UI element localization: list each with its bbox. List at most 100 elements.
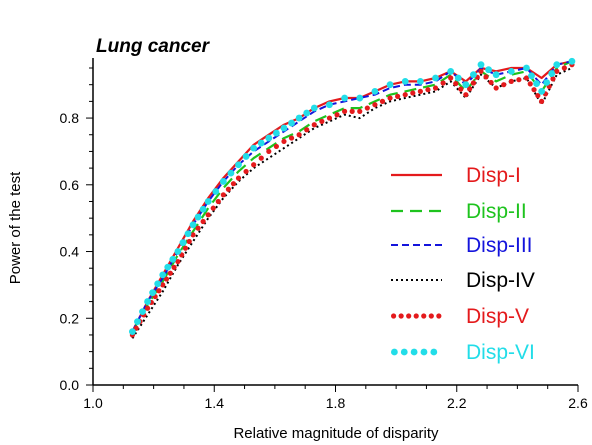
legend-label: Disp-III xyxy=(466,234,533,257)
legend-swatch-dot xyxy=(413,313,419,319)
series-dot xyxy=(470,80,477,86)
legend-label: Disp-I xyxy=(466,164,521,187)
series-dot xyxy=(516,77,522,83)
series-dot xyxy=(483,74,489,80)
chart-title: Lung cancer xyxy=(96,36,211,57)
series-dot xyxy=(215,198,221,205)
series-dot xyxy=(272,129,280,137)
series-dot xyxy=(134,318,141,326)
x-tick-label: 1.0 xyxy=(83,395,103,411)
series-dot xyxy=(453,80,459,87)
series-dot xyxy=(349,108,355,114)
series-dot xyxy=(167,270,173,276)
series-dot xyxy=(169,255,177,263)
series-dot xyxy=(163,276,170,282)
legend-swatch-dot xyxy=(420,348,428,356)
series-line xyxy=(131,60,573,333)
x-axis-label: Relative magnitude of disparity xyxy=(233,425,439,442)
series-dot xyxy=(561,65,567,71)
series-dot xyxy=(543,79,551,86)
legend-swatch-dot xyxy=(391,348,398,356)
series-dot xyxy=(156,288,162,294)
series-dot xyxy=(210,205,216,211)
series-dot xyxy=(195,225,201,231)
x-tick-label: 1.8 xyxy=(326,395,346,411)
legend-item-disp-v: Disp-V xyxy=(391,305,529,328)
x-tick-label: 1.4 xyxy=(205,395,225,411)
series-dot xyxy=(488,79,494,86)
series-dot xyxy=(194,213,202,221)
series-dot xyxy=(501,82,507,88)
series-dot xyxy=(199,205,207,213)
series-dot xyxy=(440,80,446,86)
series-dot xyxy=(184,230,192,238)
y-tick-label: 0.8 xyxy=(60,110,80,126)
series-dot xyxy=(154,280,162,288)
series-dot xyxy=(230,181,237,187)
series-dot xyxy=(288,119,295,127)
series-dot xyxy=(533,80,540,87)
legend-swatch-dot xyxy=(428,313,434,319)
series-dot xyxy=(258,155,264,161)
series-dot xyxy=(149,289,157,297)
series-disp-v xyxy=(129,62,575,338)
series-dot xyxy=(212,188,220,195)
series-dot xyxy=(454,74,462,82)
series-dot xyxy=(171,264,177,270)
series-dot xyxy=(550,76,556,82)
legend-swatch-dot xyxy=(421,313,427,319)
legend-item-disp-i: Disp-I xyxy=(391,164,521,187)
series-dot xyxy=(243,168,249,175)
series-dot xyxy=(179,239,187,247)
series-dot xyxy=(531,87,537,93)
series-dot xyxy=(227,169,235,177)
series-dot xyxy=(410,90,416,96)
series-dot xyxy=(364,105,370,111)
x-tick-label: 2.2 xyxy=(447,395,467,411)
legend-item-disp-vi: Disp-VI xyxy=(391,341,535,364)
legend-label: Disp-II xyxy=(466,200,527,223)
legend-swatch-dot xyxy=(406,313,412,319)
y-tick-label: 0.2 xyxy=(60,310,80,326)
y-tick-label: 0.4 xyxy=(60,244,80,260)
legend-item-disp-iv: Disp-IV xyxy=(391,269,535,292)
series-dot xyxy=(186,238,192,245)
legend-swatch-dot xyxy=(391,313,397,319)
series-dot xyxy=(164,263,172,271)
legend-swatch-dot xyxy=(410,348,418,356)
legend-item-disp-iii: Disp-III xyxy=(391,234,533,257)
legend-swatch-dot xyxy=(436,313,442,319)
series-dot xyxy=(485,66,492,74)
series-dot xyxy=(548,70,556,77)
legend-label: Disp-V xyxy=(466,305,529,328)
legend-label: Disp-VI xyxy=(466,341,535,364)
series-dot xyxy=(257,139,265,147)
legend-swatch-dot xyxy=(430,348,438,356)
series-disp-vi xyxy=(129,57,576,336)
series-dot xyxy=(273,143,279,150)
series-dot xyxy=(200,218,206,225)
series-dot xyxy=(334,112,340,118)
series-dot xyxy=(458,86,464,92)
series-dot xyxy=(288,135,295,141)
axes: 1.0 1.4 1.8 2.2 2.6 0.0 0.2 0.4 0.6 0.8 xyxy=(60,58,588,411)
legend-swatch-dot xyxy=(398,313,404,319)
y-tick-label: 0.6 xyxy=(60,177,80,193)
y-tick-label: 0.0 xyxy=(60,377,80,393)
series-dot xyxy=(528,72,535,80)
series-dot xyxy=(527,81,533,87)
y-axis-label: Power of the test xyxy=(7,171,24,284)
legend-swatch-dot xyxy=(400,348,408,356)
series-dot xyxy=(319,118,325,124)
x-tick-label: 2.6 xyxy=(568,395,588,411)
series-dot xyxy=(139,308,146,315)
legend-label: Disp-IV xyxy=(466,269,535,292)
series-dot xyxy=(425,87,431,93)
series-dot xyxy=(304,127,310,133)
series-dot xyxy=(535,92,541,99)
legend-item-disp-ii: Disp-II xyxy=(391,200,527,223)
series-dot xyxy=(395,93,401,99)
legend: Disp-I Disp-II Disp-III Disp-IV Disp-V Disp-V… xyxy=(391,164,535,364)
series-dot xyxy=(470,71,477,79)
